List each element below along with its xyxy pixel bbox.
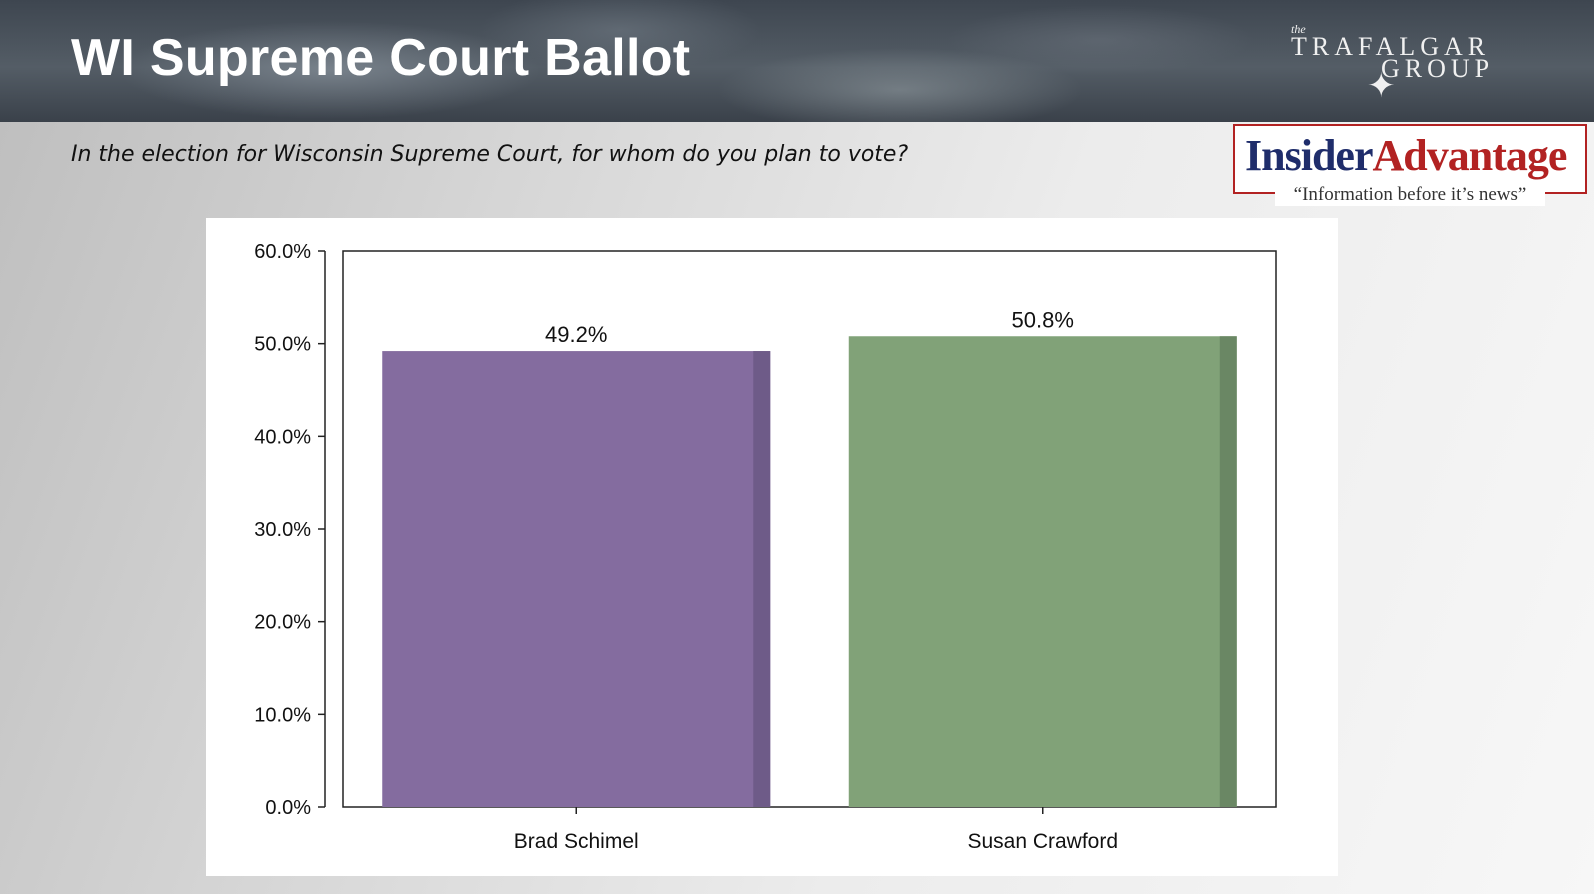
brand-advantage: Advantage xyxy=(1372,131,1567,180)
bar xyxy=(382,351,771,807)
insider-advantage-logo: InsiderAdvantage “Information before it’… xyxy=(1233,124,1587,206)
logo-trafalgar-text: TRAFALGAR xyxy=(1291,32,1491,61)
y-tick-label: 40.0% xyxy=(254,426,311,448)
chart-panel: 0.0% 10.0% 20.0% 30.0% 40.0% 50.0% 60.0% 49.2% B… xyxy=(206,218,1338,876)
bar xyxy=(848,336,1237,807)
data-label: 49.2% xyxy=(545,322,607,347)
y-tick-label: 0.0% xyxy=(265,797,311,819)
brand-insider: Insider xyxy=(1245,131,1373,180)
y-tick-label: 30.0% xyxy=(254,519,311,541)
y-tick-label: 50.0% xyxy=(254,334,311,356)
x-tick-label: Susan Crawford xyxy=(967,830,1118,853)
logo-group-text: GROUP xyxy=(1381,54,1495,83)
page-title: WI Supreme Court Ballot xyxy=(71,29,691,87)
survey-question: In the election for Wisconsin Supreme Co… xyxy=(71,142,909,167)
header-banner: WI Supreme Court Ballot the TRAFALGAR GR… xyxy=(0,0,1594,122)
y-tick-label: 10.0% xyxy=(254,704,311,726)
bar-shade xyxy=(753,351,771,807)
insider-advantage-brand: InsiderAdvantage xyxy=(1245,130,1567,181)
insider-tagline: “Information before it’s news” xyxy=(1275,184,1545,206)
bar-shade xyxy=(1219,336,1237,807)
y-tick-label: 60.0% xyxy=(254,241,311,263)
x-tick-label: Brad Schimel xyxy=(514,830,639,853)
plot-frame xyxy=(342,250,1277,808)
logo-the-text: the xyxy=(1291,22,1306,36)
data-label: 50.8% xyxy=(1012,307,1074,332)
y-tick-label: 20.0% xyxy=(254,612,311,634)
compass-star-icon: ✦ xyxy=(1367,68,1396,105)
trafalgar-group-logo: the TRAFALGAR GROUP ✦ xyxy=(1285,18,1545,108)
bar-chart: 0.0% 10.0% 20.0% 30.0% 40.0% 50.0% 60.0% 49.2% B… xyxy=(254,241,1277,853)
